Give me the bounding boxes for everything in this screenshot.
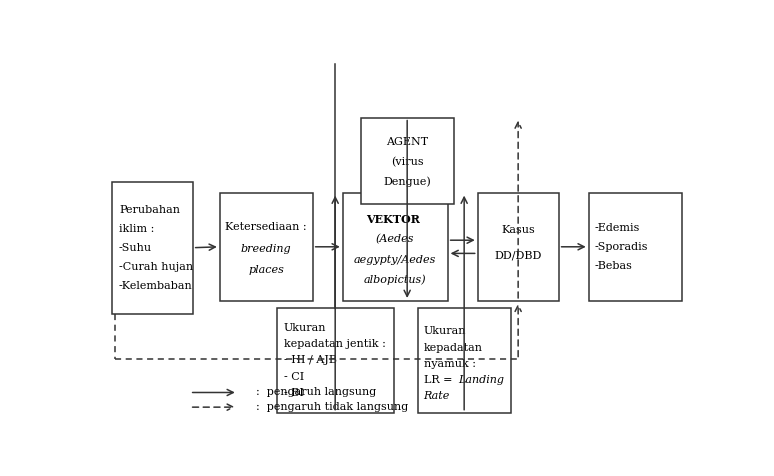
Text: places: places <box>248 265 284 275</box>
Text: -Bebas: -Bebas <box>594 261 632 271</box>
Text: nyamuk :: nyamuk : <box>423 358 476 368</box>
Text: Dengue): Dengue) <box>383 177 431 187</box>
Text: (virus: (virus <box>391 158 423 168</box>
Text: Ketersediaan :: Ketersediaan : <box>225 222 307 232</box>
Text: - HI / AJB: - HI / AJB <box>284 356 337 366</box>
Text: iklim :: iklim : <box>119 224 154 234</box>
Text: - CI: - CI <box>284 372 304 382</box>
Text: kepadatan: kepadatan <box>423 343 483 353</box>
Text: :  pengaruh langsung: : pengaruh langsung <box>255 387 376 397</box>
Bar <box>478 193 559 301</box>
Text: -Curah hujan: -Curah hujan <box>119 262 193 272</box>
Text: LR =: LR = <box>423 375 456 385</box>
Text: VEKTOR: VEKTOR <box>366 214 424 225</box>
Text: - BI: - BI <box>284 387 303 397</box>
Text: -Suhu: -Suhu <box>119 243 152 253</box>
Text: breeding: breeding <box>241 244 292 254</box>
Bar <box>343 193 447 301</box>
Text: (Aedes: (Aedes <box>376 234 414 245</box>
Bar <box>220 193 313 301</box>
Text: albopictus): albopictus) <box>364 275 426 285</box>
Text: -Sporadis: -Sporadis <box>594 242 648 252</box>
Text: aegypty/Aedes: aegypty/Aedes <box>354 255 437 265</box>
Text: Ukuran: Ukuran <box>423 327 466 337</box>
Text: Perubahan: Perubahan <box>119 205 180 215</box>
Text: Rate: Rate <box>423 391 450 401</box>
Bar <box>277 308 394 413</box>
Text: Ukuran: Ukuran <box>284 323 327 333</box>
Bar <box>361 118 454 204</box>
Bar <box>111 182 193 314</box>
Bar <box>418 308 511 413</box>
Text: kepadatan jentik :: kepadatan jentik : <box>284 339 385 349</box>
Bar <box>588 193 682 301</box>
Text: -Edemis: -Edemis <box>594 223 640 233</box>
Text: Kasus: Kasus <box>502 225 535 235</box>
Text: :  pengaruh tidak langsung: : pengaruh tidak langsung <box>255 402 408 412</box>
Text: -Kelembaban: -Kelembaban <box>119 281 193 291</box>
Text: AGENT: AGENT <box>386 138 428 148</box>
Text: Landing: Landing <box>458 375 505 385</box>
Text: DD/DBD: DD/DBD <box>495 251 542 261</box>
